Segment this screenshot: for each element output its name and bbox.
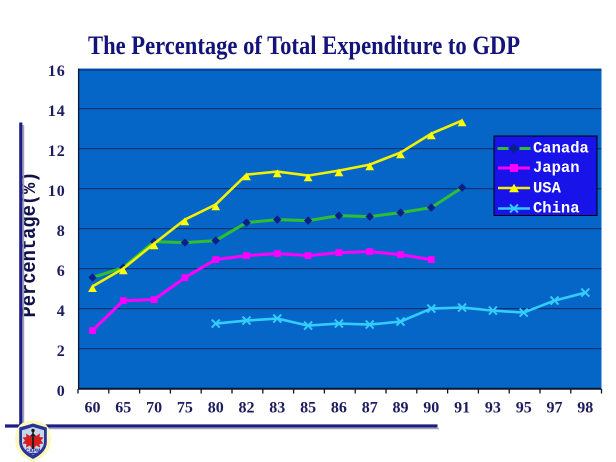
svg-text:90: 90 — [423, 400, 439, 417]
svg-text:14: 14 — [48, 103, 66, 120]
svg-text:98: 98 — [577, 400, 593, 417]
svg-text:4: 4 — [57, 303, 66, 320]
svg-text:85: 85 — [300, 400, 316, 417]
svg-text:0: 0 — [57, 383, 66, 400]
svg-text:USA: USA — [533, 180, 562, 198]
svg-text:65: 65 — [115, 400, 131, 417]
svg-text:8: 8 — [57, 223, 66, 240]
svg-text:89: 89 — [393, 400, 409, 417]
svg-text:91: 91 — [454, 400, 470, 417]
svg-text:82: 82 — [239, 400, 255, 417]
svg-text:10: 10 — [48, 183, 66, 200]
svg-text:95: 95 — [516, 400, 532, 417]
svg-text:Canada: Canada — [533, 140, 589, 158]
svg-text:China: China — [533, 200, 580, 218]
svg-text:75: 75 — [177, 400, 193, 417]
svg-text:86: 86 — [331, 400, 347, 417]
svg-text:87: 87 — [362, 400, 378, 417]
svg-text:80: 80 — [208, 400, 224, 417]
svg-text:6: 6 — [57, 263, 66, 280]
svg-text:70: 70 — [146, 400, 162, 417]
svg-text:The Percentage of Total Expend: The Percentage of Total Expenditure to G… — [88, 31, 520, 60]
svg-text:CAPM: CAPM — [26, 448, 41, 454]
svg-text:12: 12 — [48, 143, 66, 160]
svg-text:16: 16 — [48, 63, 66, 80]
svg-text:60: 60 — [85, 400, 101, 417]
svg-text:83: 83 — [269, 400, 285, 417]
svg-text:93: 93 — [485, 400, 501, 417]
svg-text:Percentage(%): Percentage(%) — [19, 172, 42, 318]
svg-text:2: 2 — [57, 343, 66, 360]
svg-text:Japan: Japan — [533, 159, 580, 177]
svg-text:97: 97 — [547, 400, 563, 417]
